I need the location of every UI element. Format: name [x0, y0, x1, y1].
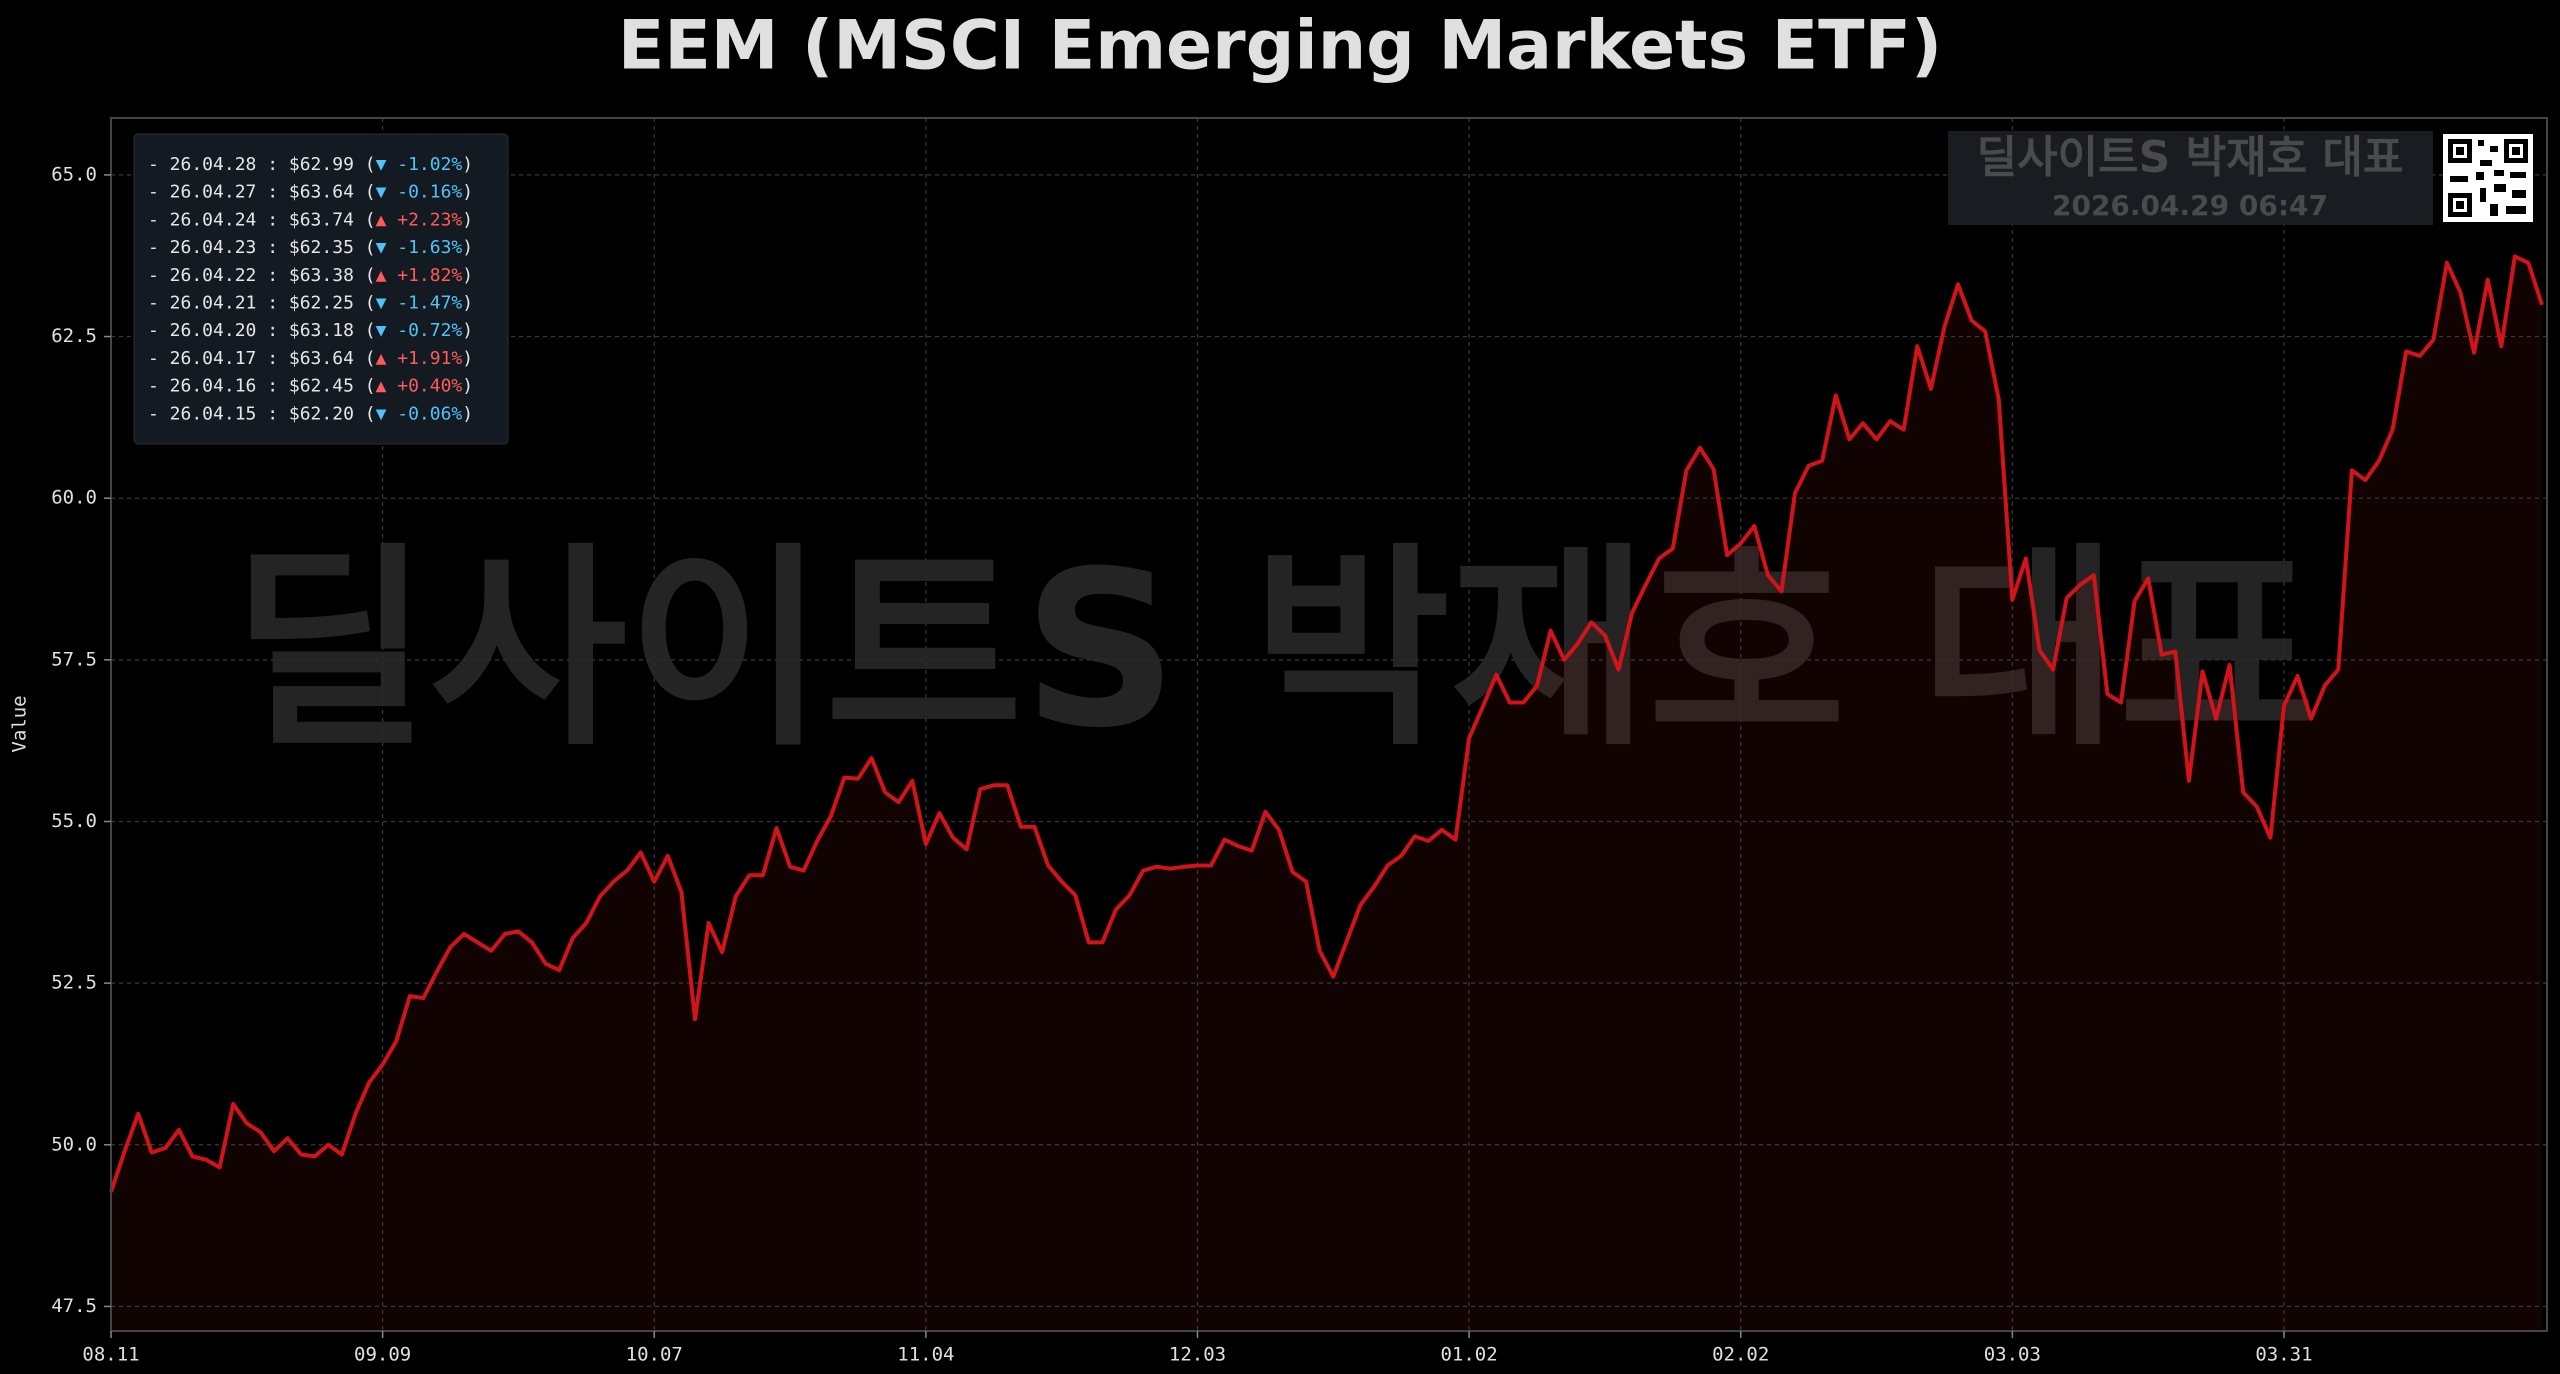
legend-text: - 26.04.23 : $62.35 ( — [148, 237, 376, 258]
legend-text: ) — [462, 154, 473, 175]
y-tick-label: 55.0 — [51, 810, 97, 832]
x-tick-label: 09.09 — [354, 1344, 411, 1366]
legend-text: ) — [462, 182, 473, 203]
y-tick-label: 57.5 — [51, 648, 97, 670]
y-tick-label: 52.5 — [51, 972, 97, 994]
legend-text: - 26.04.24 : $63.74 ( — [148, 209, 376, 230]
y-tick-label: 65.0 — [51, 163, 97, 185]
line — [109, 254, 2544, 1193]
legend-change: ▼ -1.47% — [376, 293, 463, 314]
qr-code — [2443, 134, 2533, 222]
plot-frame — [110, 117, 2548, 1332]
legend-entry: - 26.04.23 : $62.35 (▼ -1.63%) — [148, 237, 473, 258]
legend-entry: - 26.04.17 : $63.64 (▲ +1.91%) — [148, 348, 473, 369]
legend-text: ) — [462, 403, 473, 424]
x-tick-label: 10.07 — [626, 1344, 683, 1366]
plot — [109, 254, 2544, 1331]
legend-entry: - 26.04.27 : $63.64 (▼ -0.16%) — [148, 182, 473, 203]
badge-title: 딜사이트S 박재호 대표 — [1977, 132, 2404, 183]
legend-text: - 26.04.15 : $62.20 ( — [148, 403, 376, 424]
legend-change: ▼ -1.63% — [376, 237, 463, 258]
watermark: 딜사이트S 박재호 대표 — [232, 524, 2317, 775]
legend-text: ) — [462, 237, 473, 258]
area — [111, 256, 2542, 1331]
legend-change: ▼ -1.02% — [376, 154, 463, 175]
legend-text: - 26.04.16 : $62.45 ( — [148, 376, 376, 397]
x-tick-label: 02.02 — [1712, 1344, 1769, 1366]
x-tick-label: 03.31 — [2255, 1344, 2312, 1366]
y-tick-label: 60.0 — [51, 487, 97, 509]
legend-change: ▲ +2.23% — [376, 209, 463, 230]
legend-entry: - 26.04.20 : $63.18 (▼ -0.72%) — [148, 320, 473, 341]
legend-entry: - 26.04.28 : $62.99 (▼ -1.02%) — [148, 154, 473, 175]
legend-change: ▼ -0.16% — [376, 182, 463, 203]
x-tick-label: 08.11 — [82, 1344, 139, 1366]
y-tick-label: 62.5 — [51, 325, 97, 347]
legend-change: ▼ -0.06% — [376, 403, 463, 424]
y-axis-label: Value — [9, 695, 31, 752]
legend-text: - 26.04.28 : $62.99 ( — [148, 154, 376, 175]
legend-text: ) — [462, 265, 473, 286]
badge-time: 2026.04.29 06:47 — [2052, 189, 2328, 222]
legend-change: ▲ +0.40% — [376, 376, 463, 397]
badge — [1948, 131, 2433, 225]
legend-change: ▼ -0.72% — [376, 320, 463, 341]
grid — [110, 118, 2547, 1331]
legend-entry: - 26.04.16 : $62.45 (▲ +0.40%) — [148, 376, 473, 397]
x-tick-label: 12.03 — [1169, 1344, 1226, 1366]
legend: - 26.04.28 : $62.99 (▼ -1.02%)- 26.04.27… — [148, 154, 473, 424]
legend-text: - 26.04.22 : $63.38 ( — [148, 265, 376, 286]
legend-entry: - 26.04.21 : $62.25 (▼ -1.47%) — [148, 293, 473, 314]
legend-text: - 26.04.27 : $63.64 ( — [148, 182, 376, 203]
legend-text: - 26.04.17 : $63.64 ( — [148, 348, 376, 369]
legend-box — [133, 133, 509, 445]
y-tick-label: 50.0 — [51, 1133, 97, 1155]
x-tick-label: 03.03 — [1984, 1344, 2041, 1366]
legend-change: ▲ +1.91% — [376, 348, 463, 369]
legend-change: ▲ +1.82% — [376, 265, 463, 286]
y-tick-label: 47.5 — [51, 1295, 97, 1317]
legend-text: ) — [462, 293, 473, 314]
x-tick-label: 11.04 — [897, 1344, 954, 1366]
chart-title: EEM (MSCI Emerging Markets ETF) — [618, 7, 1942, 86]
legend-text: ) — [462, 348, 473, 369]
legend-text: ) — [462, 376, 473, 397]
legend-text: - 26.04.21 : $62.25 ( — [148, 293, 376, 314]
legend-text: ) — [462, 320, 473, 341]
legend-text: - 26.04.20 : $63.18 ( — [148, 320, 376, 341]
legend-entry: - 26.04.22 : $63.38 (▲ +1.82%) — [148, 265, 473, 286]
legend-entry: - 26.04.24 : $63.74 (▲ +2.23%) — [148, 209, 473, 230]
legend-text: ) — [462, 209, 473, 230]
legend-entry: - 26.04.15 : $62.20 (▼ -0.06%) — [148, 403, 473, 424]
x-tick-label: 01.02 — [1440, 1344, 1497, 1366]
